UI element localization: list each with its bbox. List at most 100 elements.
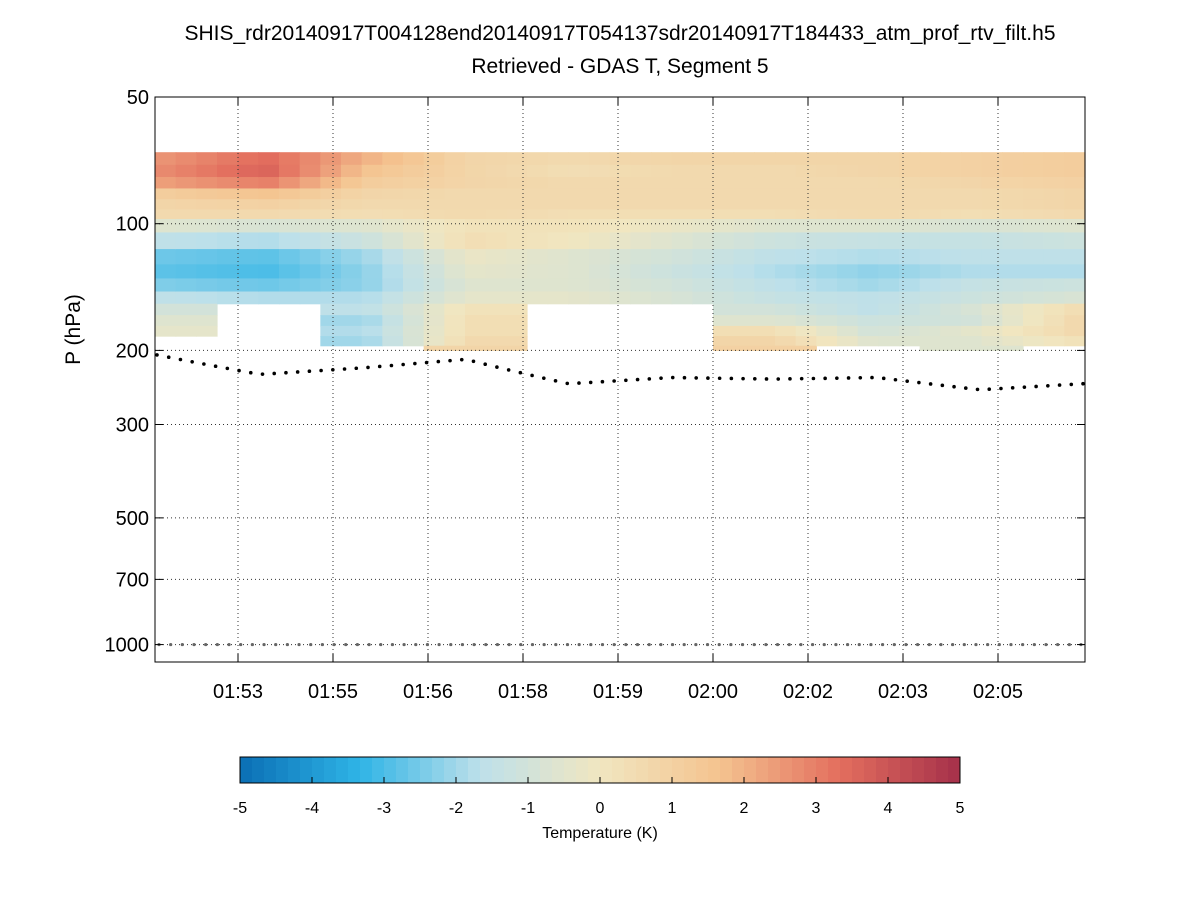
- surface-marker: [729, 642, 733, 647]
- heatmap-cell: [961, 264, 983, 280]
- heatmap-cell: [341, 209, 363, 220]
- heatmap-cell: [1064, 325, 1086, 337]
- heatmap-cell: [258, 188, 280, 200]
- heatmap-cell: [589, 249, 611, 265]
- heatmap-cell: [651, 291, 673, 305]
- heatmap-cell: [506, 219, 528, 234]
- colorbar-segment: [384, 757, 397, 783]
- heatmap-cell: [795, 219, 817, 234]
- heatmap-cell: [258, 232, 280, 250]
- heatmap-cell: [155, 219, 177, 234]
- cloud-top-marker: [682, 375, 687, 380]
- heatmap-cell: [506, 325, 528, 337]
- surface-marker: [239, 642, 243, 647]
- heatmap-cell: [961, 278, 983, 293]
- heatmap-cell: [361, 336, 383, 347]
- heatmap-cell: [1002, 336, 1024, 347]
- heatmap-cell: [299, 188, 321, 200]
- heatmap-cell: [837, 177, 859, 190]
- colorbar-segment: [696, 757, 709, 783]
- heatmap-cell: [1002, 303, 1024, 316]
- heatmap-cell: [341, 315, 363, 327]
- heatmap-cell: [961, 336, 983, 347]
- heatmap-cell: [1064, 219, 1086, 234]
- colorbar-segment: [684, 757, 697, 783]
- heatmap-cell: [527, 232, 549, 250]
- heatmap-cell: [837, 291, 859, 305]
- heatmap-cell: [775, 232, 797, 250]
- cloud-top-marker: [413, 361, 417, 366]
- heatmap-cell: [630, 278, 652, 293]
- surface-marker: [227, 642, 231, 647]
- cloud-top-marker: [799, 376, 804, 381]
- heatmap-cell: [940, 325, 962, 337]
- heatmap-cell: [961, 232, 983, 250]
- heatmap-cell: [775, 188, 797, 200]
- heatmap-cell: [671, 188, 693, 200]
- heatmap-cell: [361, 199, 383, 210]
- cloud-top-marker: [588, 380, 593, 385]
- heatmap-cell: [175, 199, 197, 210]
- heatmap-cell: [320, 291, 342, 305]
- heatmap-cell: [155, 209, 177, 220]
- heatmap-cell: [857, 232, 879, 250]
- heatmap-cell: [237, 219, 259, 234]
- heatmap-cell: [651, 164, 673, 178]
- heatmap-cell: [795, 249, 817, 265]
- colorbar-tick-label: -2: [449, 800, 463, 817]
- cloud-top-marker: [190, 359, 194, 364]
- heatmap-cell: [713, 325, 735, 337]
- heatmap-cell: [1043, 209, 1065, 220]
- heatmap-cell: [444, 264, 466, 280]
- heatmap-cell: [423, 249, 445, 265]
- heatmap-cell: [320, 177, 342, 190]
- surface-marker: [507, 642, 511, 647]
- heatmap-cell: [671, 278, 693, 293]
- heatmap-cell: [795, 315, 817, 327]
- cloud-top-marker: [741, 376, 745, 381]
- y-tick-label: 500: [116, 508, 149, 530]
- colorbar-segment: [288, 757, 301, 783]
- heatmap-cell: [940, 188, 962, 200]
- cloud-top-marker: [706, 376, 710, 380]
- heatmap-cell: [196, 177, 218, 190]
- heatmap-cell: [961, 164, 983, 178]
- heatmap-cell: [527, 264, 549, 280]
- heatmap-cell: [692, 232, 714, 250]
- heatmap-cell: [754, 188, 776, 200]
- heatmap-cell: [444, 219, 466, 234]
- heatmap-cell: [1023, 325, 1045, 337]
- cloud-top-marker: [811, 376, 816, 381]
- heatmap-cell: [733, 325, 755, 337]
- surface-marker: [344, 642, 348, 647]
- heatmap-cell: [485, 336, 507, 347]
- heatmap-cell: [1043, 303, 1065, 316]
- y-tick-label: 1000: [105, 635, 150, 657]
- cloud-top-marker: [577, 381, 581, 385]
- colorbar-segment: [852, 757, 865, 783]
- surface-marker: [752, 642, 756, 647]
- heatmap-cell: [878, 199, 900, 210]
- heatmap-cell: [547, 209, 569, 220]
- heatmap-cell: [919, 278, 941, 293]
- heatmap-cell: [444, 164, 466, 178]
- heatmap-cell: [981, 209, 1003, 220]
- heatmap-cell: [196, 209, 218, 220]
- surface-marker: [974, 642, 978, 647]
- heatmap-cell: [857, 336, 879, 347]
- heatmap-cell: [1023, 219, 1045, 234]
- heatmap-cell: [940, 303, 962, 316]
- heatmap-cell: [981, 315, 1003, 327]
- heatmap-cell: [940, 232, 962, 250]
- colorbar-tick-label: 4: [884, 800, 893, 817]
- heatmap-cell: [527, 278, 549, 293]
- heatmap-cell: [1002, 152, 1024, 166]
- colorbar-tick-label: 1: [668, 800, 677, 817]
- colorbar-segment: [456, 757, 469, 783]
- heatmap-cell: [175, 209, 197, 220]
- heatmap-cell: [671, 177, 693, 190]
- heatmap-cell: [155, 264, 177, 280]
- heatmap-cell: [1023, 188, 1045, 200]
- heatmap-cell: [981, 303, 1003, 316]
- heatmap-cell: [816, 219, 838, 234]
